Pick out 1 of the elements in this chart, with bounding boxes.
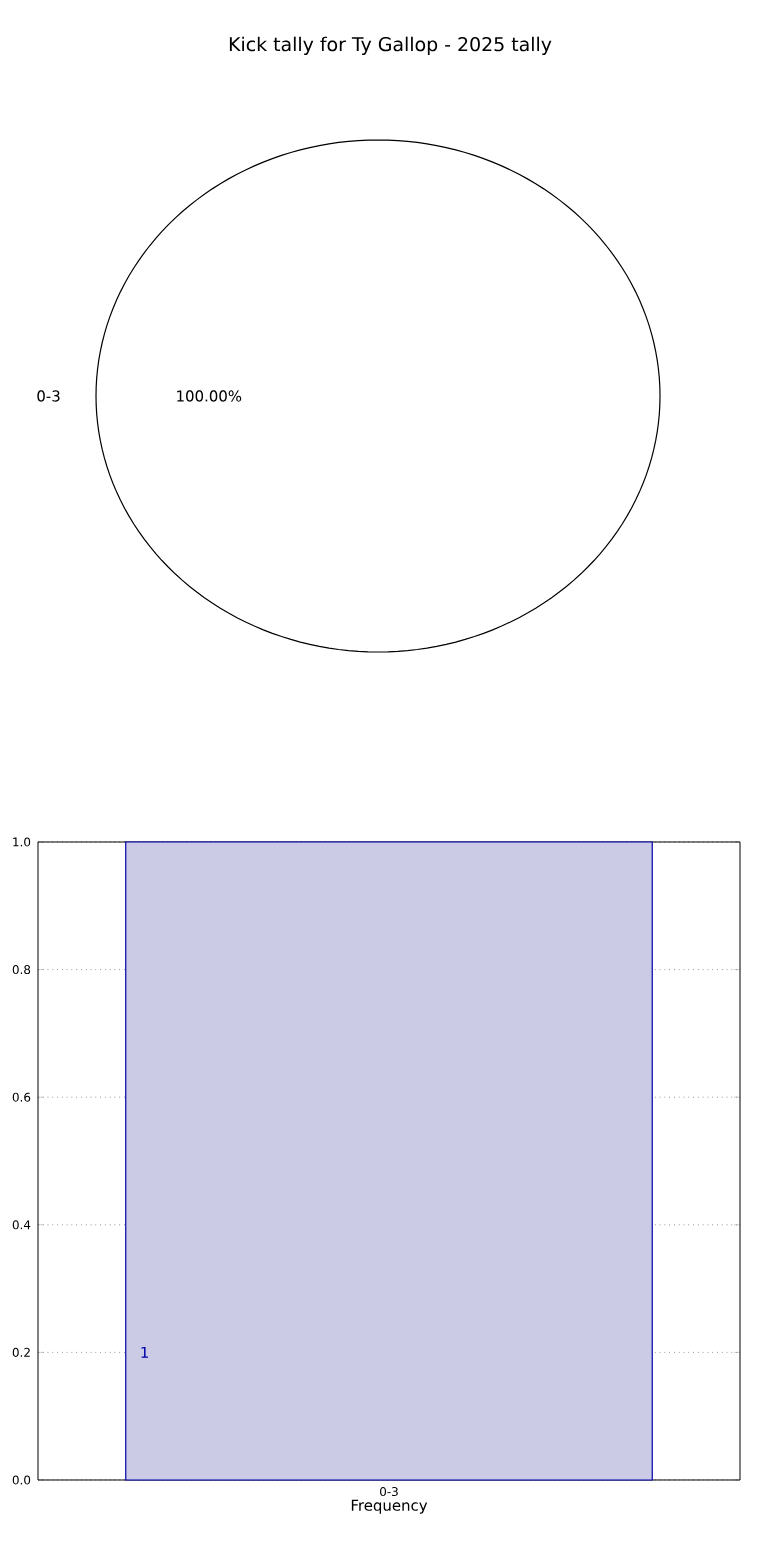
chart-title: Kick tally for Ty Gallop - 2025 tally [229,36,552,55]
